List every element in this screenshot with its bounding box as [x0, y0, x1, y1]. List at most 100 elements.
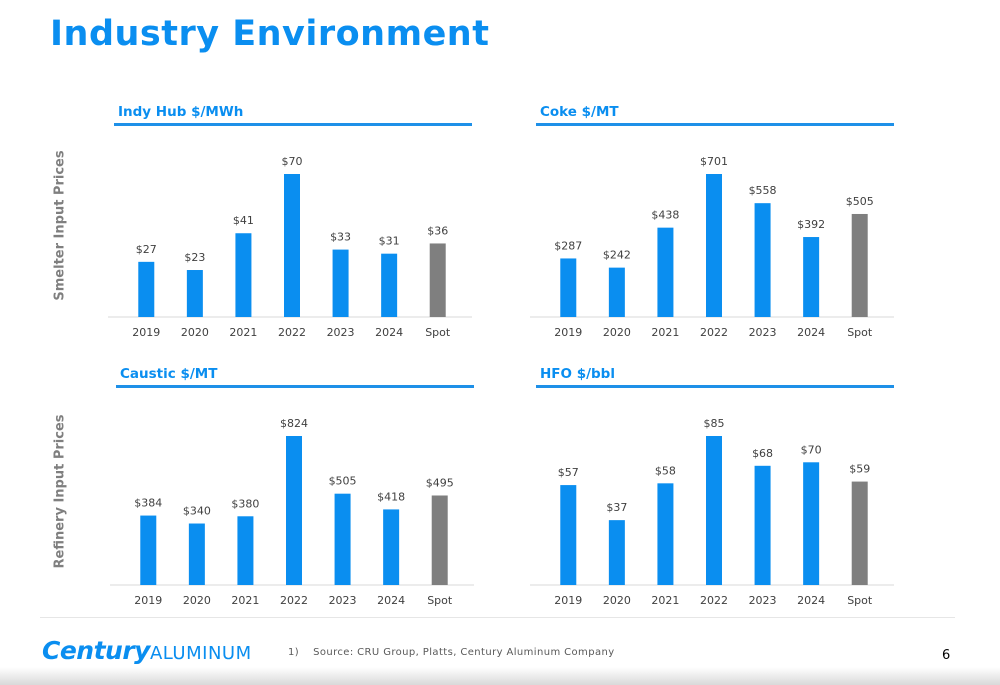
bar-2022	[284, 174, 300, 317]
data-label: $505	[329, 475, 357, 488]
x-tick-label: 2020	[181, 326, 209, 339]
data-label: $824	[280, 417, 308, 430]
chart-caustic: $384 2019 $340 2020 $380 2021 $824 2022 $505 2023…	[110, 417, 474, 607]
chart-panel-indy-hub: Indy Hub $/MWh $27 2019 $23 2020 $41 2021 $70 2…	[108, 104, 474, 344]
x-tick-label: 2019	[554, 594, 582, 607]
data-label: $70	[282, 155, 303, 168]
x-tick-label: 2022	[700, 594, 728, 607]
x-tick-label: 2023	[327, 326, 355, 339]
chart-panel-coke: Coke $/MT $287 2019 $242 2020 $438 2021 $701 20…	[530, 104, 896, 344]
data-label: $27	[136, 243, 157, 256]
x-tick-label: Spot	[847, 326, 873, 339]
chart-title: Caustic $/MT	[120, 366, 218, 382]
data-label: $23	[184, 251, 205, 264]
x-tick-label: 2021	[651, 594, 679, 607]
x-tick-label: 2021	[651, 326, 679, 339]
logo-wordmark-light: ALUMINUM	[149, 643, 252, 664]
data-label: $70	[801, 443, 822, 456]
bar-2019	[138, 261, 155, 317]
bar-2022	[706, 174, 722, 317]
bar-2020	[186, 270, 203, 317]
chart-panel-caustic: Caustic $/MT $384 2019 $340 2020 $380 2021 $82…	[110, 366, 476, 616]
bar-2024	[383, 509, 400, 585]
x-tick-label: 2021	[229, 326, 257, 339]
chart-title-rule	[536, 123, 894, 126]
bar-spot	[851, 481, 868, 585]
data-label: $58	[655, 464, 676, 477]
data-label: $392	[797, 218, 825, 231]
data-label: $37	[606, 501, 627, 514]
x-tick-label: 2020	[603, 326, 631, 339]
chart-coke: $287 2019 $242 2020 $438 2021 $701 2022 $558 2023…	[530, 155, 894, 339]
logo-wordmark-strong: Century	[42, 636, 150, 665]
footnote-number: 1)	[288, 647, 300, 658]
bar-2019	[140, 515, 157, 585]
x-tick-label: Spot	[847, 594, 873, 607]
bar-2020	[608, 520, 625, 585]
page-number: 6	[942, 648, 951, 663]
data-label: $380	[231, 497, 259, 510]
x-tick-label: 2020	[183, 594, 211, 607]
data-label: $68	[752, 447, 773, 460]
smelter-input-prices-label: Smelter Input Prices	[52, 150, 68, 301]
x-tick-label: 2019	[554, 326, 582, 339]
bar-2023	[754, 465, 771, 585]
data-label: $242	[603, 249, 631, 262]
x-tick-label: 2019	[134, 594, 162, 607]
bar-spot	[431, 495, 448, 585]
bar-2023	[334, 493, 351, 585]
x-tick-label: 2022	[700, 326, 728, 339]
data-label: $31	[379, 235, 400, 248]
bar-2024	[381, 253, 398, 317]
bar-2019	[560, 258, 577, 317]
chart-hfo: $57 2019 $37 2020 $58 2021 $85 2022 $68 2023 $70 20…	[530, 417, 894, 607]
x-tick-label: 2024	[375, 326, 403, 339]
x-tick-label: 2023	[329, 594, 357, 607]
data-label: $36	[427, 224, 448, 237]
data-label: $33	[330, 231, 351, 244]
x-tick-label: 2024	[797, 594, 825, 607]
x-tick-label: 2022	[280, 594, 308, 607]
bar-2022	[706, 436, 722, 585]
bar-2024	[803, 237, 820, 317]
x-tick-label: 2022	[278, 326, 306, 339]
bar-spot	[851, 213, 868, 317]
chart-title-rule	[114, 123, 472, 126]
data-label: $287	[554, 239, 582, 252]
chart-indy-hub: $27 2019 $23 2020 $41 2021 $70 2022 $33 2023 $31 20…	[108, 155, 472, 339]
bar-2020	[188, 523, 205, 585]
x-tick-label: Spot	[425, 326, 451, 339]
chart-title-rule	[116, 385, 474, 388]
data-label: $57	[558, 466, 579, 479]
x-tick-label: 2021	[231, 594, 259, 607]
data-label: $495	[426, 476, 454, 489]
x-tick-label: 2019	[132, 326, 160, 339]
bar-2023	[754, 203, 771, 317]
footnote-text: Source: CRU Group, Platts, Century Alumi…	[313, 647, 615, 658]
data-label: $701	[700, 155, 728, 168]
x-tick-label: 2023	[749, 594, 777, 607]
bar-2024	[803, 462, 820, 585]
footer-divider	[40, 617, 955, 618]
company-logo: CenturyALUMINUM	[42, 636, 252, 665]
bar-2021	[235, 233, 252, 317]
page-title: Industry Environment	[50, 14, 490, 54]
bar-2020	[608, 267, 625, 317]
data-label: $59	[849, 463, 870, 476]
chart-title: HFO $/bbl	[540, 366, 615, 382]
data-label: $558	[749, 184, 777, 197]
source-footnote: 1) Source: CRU Group, Platts, Century Alu…	[288, 647, 615, 658]
data-label: $85	[704, 417, 725, 430]
data-label: $41	[233, 214, 254, 227]
bar-spot	[429, 243, 446, 317]
chart-title-rule	[536, 385, 894, 388]
bottom-band	[0, 667, 1000, 685]
refinery-input-prices-label: Refinery Input Prices	[52, 414, 68, 569]
bar-2021	[237, 516, 254, 585]
chart-title: Coke $/MT	[540, 104, 619, 120]
bar-2021	[657, 483, 674, 585]
data-label: $438	[651, 209, 679, 222]
data-label: $418	[377, 490, 405, 503]
bar-2021	[657, 227, 674, 317]
x-tick-label: 2024	[377, 594, 405, 607]
